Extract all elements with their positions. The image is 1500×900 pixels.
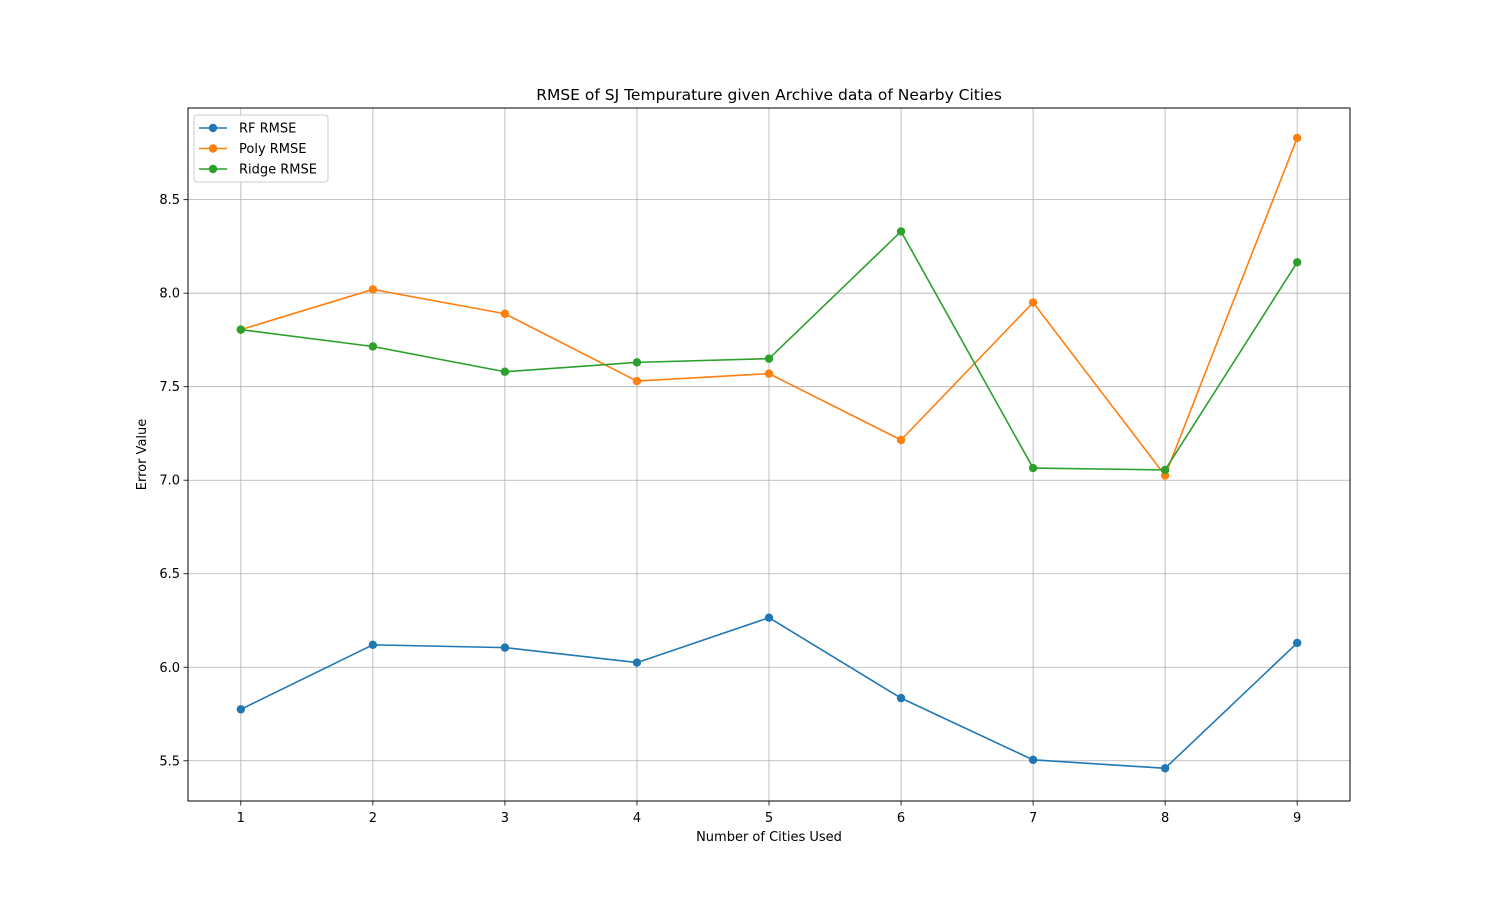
data-point-ridge-rmse — [764, 354, 774, 363]
data-point-rf-rmse — [632, 658, 642, 667]
legend: RF RMSE Poly RMSE Ridge RMSE — [193, 114, 329, 183]
data-point-ridge-rmse — [500, 367, 510, 376]
data-point-poly-rmse — [500, 309, 510, 318]
y-tick-label: 8.0 — [159, 287, 180, 302]
data-point-ridge-rmse — [1160, 465, 1170, 475]
data-point-poly-rmse — [896, 435, 906, 445]
legend-label: RF RMSE — [239, 122, 296, 137]
x-axis-ticks: 1 2 3 4 5 6 7 8 9 — [237, 801, 1301, 826]
y-tick-label: 8.5 — [159, 193, 180, 208]
data-point-rf-rmse — [1028, 755, 1038, 765]
series-rf-rmse — [236, 613, 1302, 773]
x-tick-label: 5 — [765, 811, 773, 826]
data-point-rf-rmse — [764, 613, 774, 622]
data-point-rf-rmse — [896, 693, 906, 703]
data-point-poly-rmse — [1292, 133, 1302, 143]
data-point-rf-rmse — [1160, 764, 1170, 773]
x-tick-label: 8 — [1161, 811, 1169, 826]
data-point-rf-rmse — [236, 705, 246, 714]
y-tick-label: 7.5 — [159, 380, 180, 395]
y-axis-ticks: 5.5 6.0 6.5 7.0 7.5 8.0 8.5 — [159, 193, 188, 769]
x-tick-label: 1 — [237, 811, 245, 826]
y-tick-label: 7.0 — [159, 474, 180, 489]
data-point-rf-rmse — [368, 640, 378, 650]
grid-lines — [188, 108, 1350, 801]
legend-box — [193, 114, 329, 183]
data-point-rf-rmse — [1292, 638, 1302, 648]
legend-item: Ridge RMSE — [199, 163, 317, 178]
data-point-ridge-rmse — [1028, 463, 1038, 473]
series-poly-rmse — [236, 133, 1302, 480]
x-tick-label: 4 — [633, 811, 641, 826]
data-point-rf-rmse — [500, 643, 510, 652]
data-point-poly-rmse — [764, 369, 774, 378]
data-point-ridge-rmse — [368, 342, 378, 351]
x-tick-label: 2 — [369, 811, 377, 826]
x-tick-label: 6 — [897, 811, 905, 826]
data-point-ridge-rmse — [236, 325, 246, 334]
series-ridge-rmse — [236, 227, 1302, 475]
y-axis-label: Error Value — [135, 419, 150, 491]
data-point-poly-rmse — [632, 376, 642, 386]
data-point-poly-rmse — [368, 285, 378, 294]
data-point-ridge-rmse — [896, 227, 906, 236]
y-tick-label: 6.0 — [159, 661, 180, 676]
data-point-ridge-rmse — [1292, 258, 1302, 267]
series-layer — [236, 133, 1302, 773]
data-point-poly-rmse — [1028, 298, 1038, 307]
legend-label: Poly RMSE — [239, 142, 306, 157]
x-tick-label: 7 — [1029, 811, 1037, 826]
data-point-ridge-rmse — [632, 358, 642, 367]
x-tick-label: 9 — [1293, 811, 1301, 826]
legend-label: Ridge RMSE — [239, 163, 317, 178]
x-axis-label: Number of Cities Used — [696, 830, 842, 845]
legend-item: Poly RMSE — [199, 142, 306, 157]
legend-marker — [208, 164, 218, 174]
y-tick-label: 5.5 — [159, 754, 180, 769]
y-tick-label: 6.5 — [159, 567, 180, 582]
legend-marker — [208, 144, 218, 153]
legend-item: RF RMSE — [199, 122, 296, 137]
legend-marker — [208, 123, 218, 133]
x-tick-label: 3 — [501, 811, 509, 826]
chart-title: RMSE of SJ Tempurature given Archive dat… — [536, 86, 1002, 104]
